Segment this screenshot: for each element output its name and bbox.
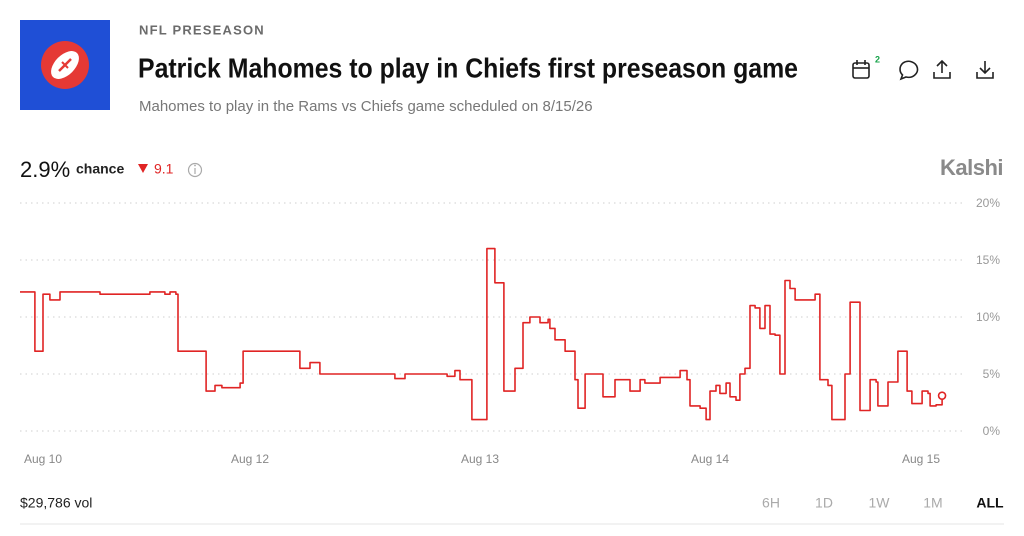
- chance-value: 2.9%: [20, 157, 70, 182]
- chart: 0% 5% 10% 15% 20% Aug 10 Aug 12 Aug 13 Aug 14 Aug…: [20, 196, 1000, 466]
- range-button[interactable]: ALL: [976, 495, 1004, 511]
- volume: $29,786 vol: [20, 495, 92, 511]
- share-button[interactable]: [933, 59, 951, 79]
- info-icon[interactable]: [187, 162, 203, 178]
- x-tick-label: Aug 15: [902, 452, 940, 466]
- subtitle: Mahomes to play in the Rams vs Chiefs ga…: [139, 98, 593, 115]
- market-icon: [20, 20, 110, 110]
- calendar-badge: 2: [875, 54, 880, 64]
- title: Patrick Mahomes to play in Chiefs first …: [138, 52, 798, 83]
- brand: Kalshi: [940, 155, 1003, 180]
- calendar-button[interactable]: [852, 60, 870, 79]
- price-line: [20, 247, 943, 421]
- change: 9.1: [154, 161, 174, 177]
- range-selector: 6H 1D 1W 1M ALL: [762, 495, 1004, 511]
- range-button[interactable]: 1W: [869, 495, 891, 511]
- range-button[interactable]: 1D: [815, 495, 833, 511]
- y-tick-label: 5%: [983, 367, 1001, 381]
- last-point: [937, 391, 947, 400]
- x-tick-label: Aug 12: [231, 452, 269, 466]
- range-button[interactable]: 1M: [923, 495, 942, 511]
- x-tick-label: Aug 14: [691, 452, 729, 466]
- y-tick-label: 20%: [976, 196, 1000, 210]
- y-tick-label: 0%: [983, 424, 1001, 438]
- chance-label: chance: [76, 161, 124, 177]
- category: NFL PRESEASON: [139, 22, 265, 37]
- down-arrow: [138, 164, 148, 173]
- y-tick-label: 15%: [976, 253, 1000, 267]
- y-tick-label: 10%: [976, 310, 1000, 324]
- x-tick-label: Aug 10: [24, 452, 62, 466]
- range-button[interactable]: 6H: [762, 495, 780, 511]
- download-button[interactable]: [976, 61, 994, 79]
- comment-button[interactable]: [899, 60, 919, 81]
- x-tick-label: Aug 13: [461, 452, 499, 466]
